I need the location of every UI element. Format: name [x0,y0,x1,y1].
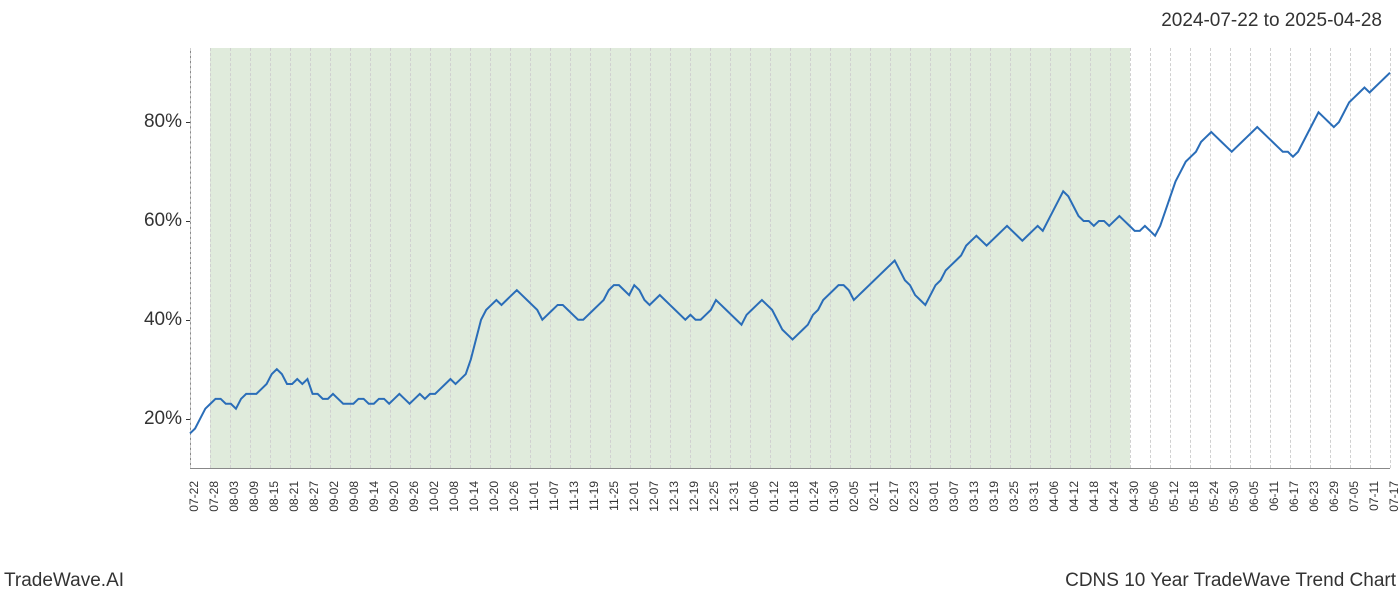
line-chart-svg [190,48,1390,468]
x-tick-label: 12-01 [627,481,641,512]
x-tick-label: 05-12 [1167,481,1181,512]
date-range-label: 2024-07-22 to 2025-04-28 [1161,10,1382,32]
x-tick-label: 02-23 [907,481,921,512]
y-tick-label: 60% [144,210,182,232]
x-tick-label: 07-22 [187,481,201,512]
x-tick-label: 09-08 [347,481,361,512]
x-tick-label: 09-20 [387,481,401,512]
x-tick-label: 11-13 [567,481,581,511]
x-tick-label: 01-06 [747,481,761,512]
x-tick-label: 06-17 [1287,481,1301,512]
x-tick-label: 04-18 [1087,481,1101,512]
x-tick-label: 10-20 [487,481,501,512]
chart-title: CDNS 10 Year TradeWave Trend Chart [1065,570,1396,592]
x-tick-label: 05-18 [1187,481,1201,512]
x-tick-label: 03-31 [1027,481,1041,512]
x-tick-label: 12-31 [727,481,741,512]
x-tick-label: 10-02 [427,481,441,512]
x-tick-label: 07-17 [1387,481,1400,512]
x-tick-label: 07-28 [207,481,221,512]
x-tick-label: 04-30 [1127,481,1141,512]
y-tick [186,122,190,123]
x-tick-label: 08-03 [227,481,241,512]
y-tick-label: 40% [144,309,182,331]
x-tick-label: 03-25 [1007,481,1021,512]
y-tick [186,320,190,321]
x-tick-label: 04-12 [1067,481,1081,512]
x-tick-label: 10-08 [447,481,461,512]
y-tick [186,221,190,222]
y-tick [186,419,190,420]
chart-line [190,73,1390,434]
x-tick-label: 08-15 [267,481,281,512]
y-tick-label: 20% [144,408,182,430]
x-tick-label: 05-24 [1207,481,1221,512]
x-tick-label: 05-30 [1227,481,1241,512]
x-tick-label: 06-23 [1307,481,1321,512]
y-tick-label: 80% [144,111,182,133]
plot-area [190,48,1390,468]
x-tick-label: 12-25 [707,481,721,512]
x-tick-label: 09-14 [367,481,381,512]
x-tick-label: 11-25 [607,481,621,511]
x-tick-label: 03-01 [927,481,941,512]
x-tick-label: 02-17 [887,481,901,512]
x-tick-label: 08-09 [247,481,261,512]
x-tick-label: 08-27 [307,481,321,512]
x-tick-label: 01-24 [807,481,821,512]
brand-label: TradeWave.AI [4,570,124,592]
x-tick-label: 12-19 [687,481,701,512]
x-tick-label: 08-21 [287,481,301,512]
x-tick-label: 04-06 [1047,481,1061,512]
x-tick-label: 01-12 [767,481,781,512]
x-tick-label: 10-26 [507,481,521,512]
x-tick-label: 02-05 [847,481,861,512]
x-tick-label: 11-19 [587,481,601,511]
x-tick-label: 06-05 [1247,481,1261,512]
x-tick-label: 03-13 [967,481,981,512]
chart-container: 20% 40% 60% 80% 07-22 07-28 08-03 08-09 08-15 08… [0,48,1400,548]
x-tick-label: 11-01 [527,481,541,511]
x-tick-label: 03-07 [947,481,961,512]
x-tick-label: 06-11 [1267,481,1281,511]
x-tick-label: 05-06 [1147,481,1161,512]
x-tick-label: 07-11 [1367,481,1381,511]
x-tick-label: 11-07 [547,481,561,511]
x-tick-label: 01-18 [787,481,801,512]
x-tick-label: 02-11 [867,481,881,511]
x-tick-label: 01-30 [827,481,841,512]
x-tick-label: 09-02 [327,481,341,512]
x-axis-line [190,468,1390,469]
x-tick-label: 09-26 [407,481,421,512]
x-tick-label: 12-07 [647,481,661,512]
x-tick-label: 03-19 [987,481,1001,512]
x-tick-label: 12-13 [667,481,681,512]
x-tick-label: 06-29 [1327,481,1341,512]
x-tick-label: 10-14 [467,481,481,512]
gridline-v [1390,48,1391,468]
x-tick-label: 04-24 [1107,481,1121,512]
x-tick-label: 07-05 [1347,481,1361,512]
